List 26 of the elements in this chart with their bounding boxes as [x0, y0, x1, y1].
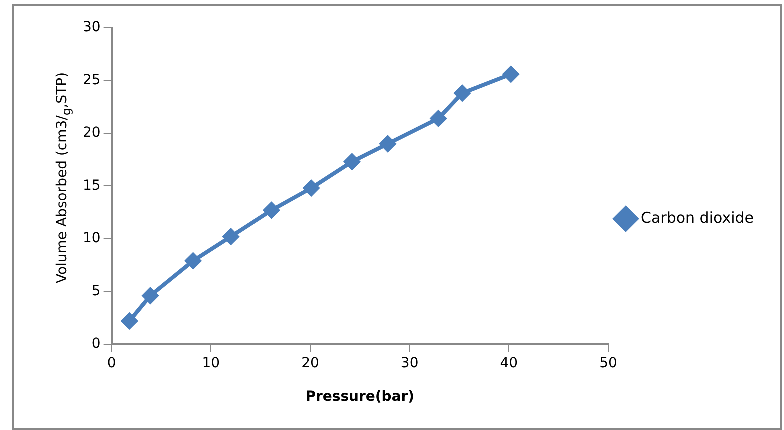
- x-tick-label: 10: [202, 355, 220, 372]
- y-tick-label: 0: [92, 336, 101, 352]
- point: [223, 228, 240, 245]
- x-axis-title: Pressure(bar): [306, 389, 415, 406]
- point: [142, 288, 159, 304]
- y-tick-label: 25: [82, 72, 101, 88]
- x-tick-label: 0: [107, 355, 116, 372]
- point: [185, 253, 202, 270]
- point: [122, 313, 138, 330]
- point: [380, 136, 396, 152]
- y-tick-label: 15: [82, 178, 101, 194]
- x-tick-label: 50: [600, 355, 618, 372]
- y-tick-label: 30: [82, 20, 101, 36]
- point: [264, 202, 280, 218]
- point: [430, 110, 447, 127]
- y-tick-label: 20: [82, 125, 101, 142]
- x-tick-label: 20: [302, 355, 320, 372]
- x-tick-label: 30: [400, 355, 419, 372]
- x-tick-label: 40: [500, 355, 518, 372]
- point: [303, 180, 320, 196]
- point: [503, 66, 520, 82]
- point: [344, 154, 360, 170]
- point: [454, 85, 470, 102]
- y-tick-label: 10: [82, 230, 101, 247]
- legend-label: Carbon dioxide: [640, 208, 754, 227]
- y-tick-label: 5: [92, 283, 101, 300]
